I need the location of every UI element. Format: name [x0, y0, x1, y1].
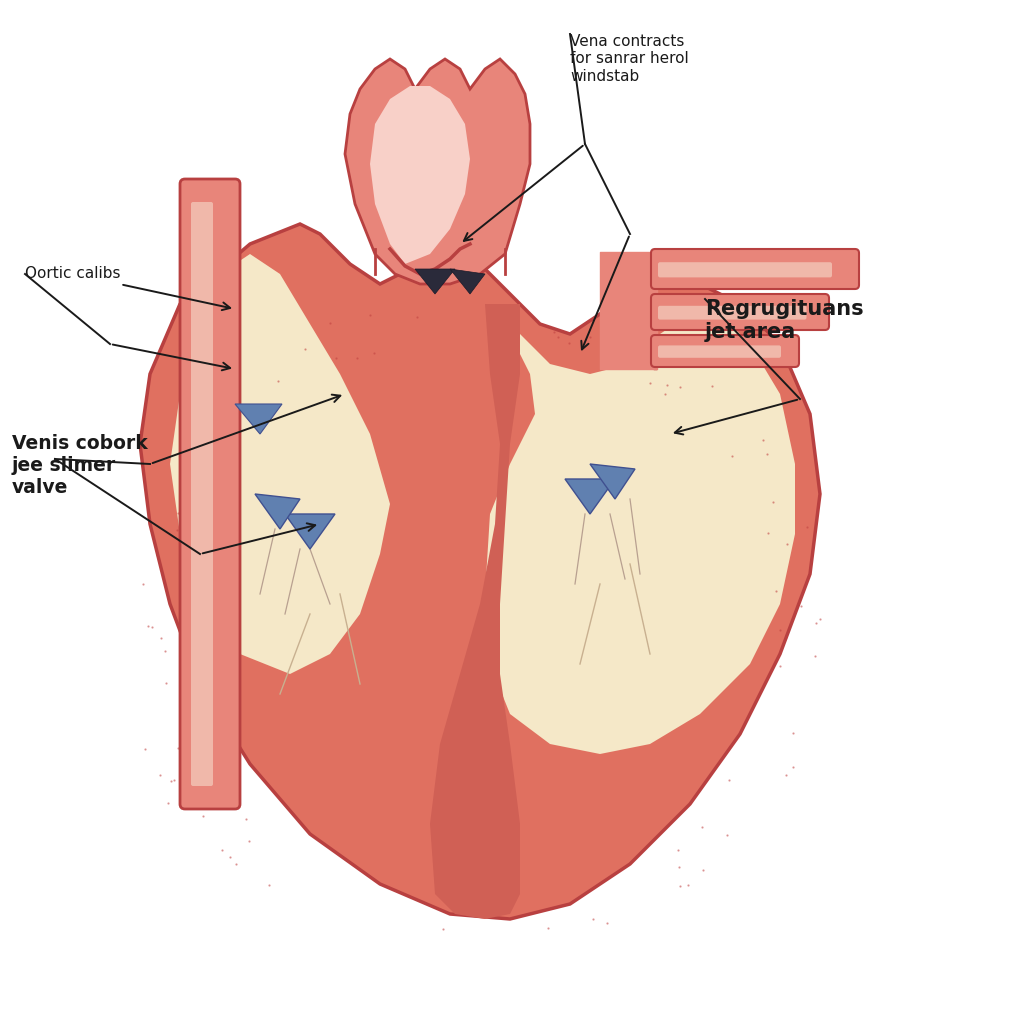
Polygon shape — [485, 304, 795, 754]
FancyBboxPatch shape — [658, 345, 781, 357]
Polygon shape — [415, 269, 455, 294]
Text: Venis cobork
jee slimer
valve: Venis cobork jee slimer valve — [12, 434, 147, 497]
Text: Oortic calibs: Oortic calibs — [25, 266, 230, 310]
Polygon shape — [255, 494, 300, 529]
Polygon shape — [590, 464, 635, 499]
Polygon shape — [430, 304, 520, 919]
FancyBboxPatch shape — [651, 294, 829, 330]
FancyBboxPatch shape — [658, 306, 807, 319]
Text: Regrugituans
jet area: Regrugituans jet area — [705, 299, 863, 342]
Polygon shape — [140, 224, 820, 919]
Polygon shape — [234, 404, 282, 434]
Polygon shape — [370, 86, 470, 264]
Text: Vena contracts
for sanrar herol
windstab: Vena contracts for sanrar herol windstab — [570, 34, 689, 84]
Polygon shape — [170, 254, 390, 674]
FancyBboxPatch shape — [658, 262, 831, 278]
Polygon shape — [450, 269, 485, 294]
Polygon shape — [345, 59, 530, 284]
FancyBboxPatch shape — [180, 179, 240, 809]
FancyBboxPatch shape — [651, 335, 799, 367]
FancyBboxPatch shape — [191, 202, 213, 786]
Polygon shape — [285, 514, 335, 549]
Polygon shape — [565, 479, 615, 514]
FancyBboxPatch shape — [651, 249, 859, 289]
